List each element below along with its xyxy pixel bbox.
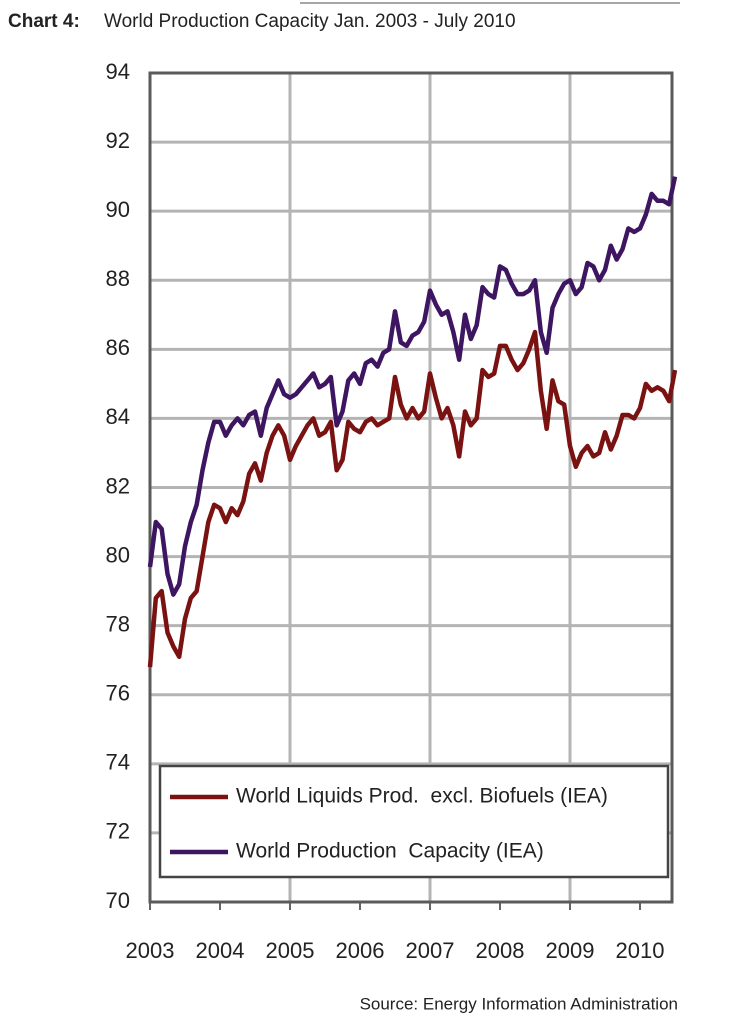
legend-label: World Production Capacity (IEA) <box>236 840 544 863</box>
series-line <box>147 329 678 668</box>
legend-box <box>158 764 670 879</box>
y-tick-label: 82 <box>106 473 130 498</box>
y-tick-label: 72 <box>106 819 130 844</box>
y-tick-label: 74 <box>106 750 130 775</box>
x-tick-label: 2006 <box>336 938 385 963</box>
y-tick-label: 76 <box>106 681 130 706</box>
y-tick-label: 88 <box>106 266 130 291</box>
series-line <box>147 176 678 597</box>
y-tick-label: 84 <box>106 404 130 429</box>
source-note: Source: Energy Information Administratio… <box>360 994 678 1013</box>
y-tick-label: 78 <box>106 611 130 636</box>
x-tick-label: 2004 <box>196 938 245 963</box>
x-tick-label: 2009 <box>546 938 595 963</box>
x-tick-label: 2010 <box>616 938 665 963</box>
x-tick-label: 2007 <box>406 938 455 963</box>
y-tick-label: 86 <box>106 335 130 360</box>
chart-title: World Production Capacity Jan. 2003 - Ju… <box>104 11 516 32</box>
x-tick-label: 2005 <box>266 938 315 963</box>
y-tick-label: 70 <box>106 888 130 913</box>
y-tick-label: 90 <box>106 197 130 222</box>
chart-title-label: Chart 4: <box>8 11 80 32</box>
legend-label: World Liquids Prod. excl. Biofuels (IEA) <box>236 785 608 808</box>
y-tick-label: 92 <box>106 128 130 153</box>
y-tick-label: 94 <box>106 59 130 84</box>
plot-border <box>148 71 674 904</box>
y-tick-label: 80 <box>106 542 130 567</box>
x-tick-label: 2003 <box>126 938 175 963</box>
x-tick-label: 2008 <box>476 938 525 963</box>
